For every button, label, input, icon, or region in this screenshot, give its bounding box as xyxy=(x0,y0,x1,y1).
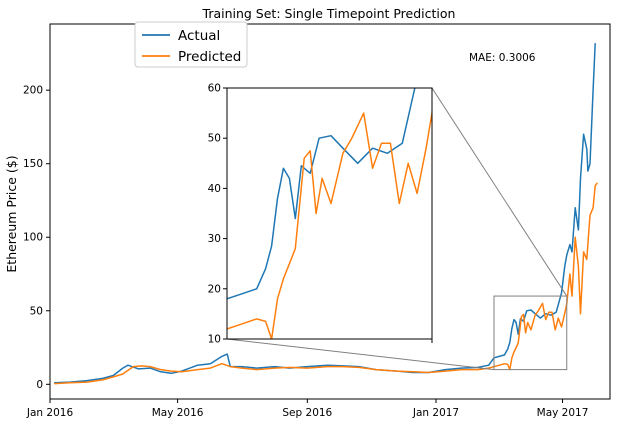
x-tick-label: Jan 2017 xyxy=(412,407,459,419)
x-tick-label: May 2017 xyxy=(537,407,589,419)
x-tick-label: May 2016 xyxy=(152,407,204,419)
mae-annotation: MAE: 0.3006 xyxy=(469,52,536,64)
y-tick-label: 200 xyxy=(23,85,43,97)
zoom-connector-line xyxy=(431,87,568,297)
x-tick-label: Sep 2016 xyxy=(282,407,332,419)
inset-y-tick-label: 30 xyxy=(208,233,221,245)
inset-y-tick-label: 40 xyxy=(208,183,221,195)
inset-series-line-actual xyxy=(227,88,416,301)
inset-plot-area: 10 20 30 40 50 60 xyxy=(208,83,433,346)
inset-y-tick-label: 10 xyxy=(208,334,221,346)
y-tick-label: 0 xyxy=(36,379,43,391)
y-tick-label: 100 xyxy=(23,232,43,244)
inset-y-tick-label: 60 xyxy=(208,83,221,95)
main-axes-frame xyxy=(49,23,611,400)
zoom-connectors xyxy=(226,87,568,371)
zoom-region-box xyxy=(493,295,568,371)
inset-series-line-predicted xyxy=(227,104,432,339)
legend-predicted-label: Predicted xyxy=(178,49,241,65)
inset-axes-frame xyxy=(226,87,433,340)
y-tick-label: 150 xyxy=(23,158,43,170)
y-tick-label: 50 xyxy=(30,305,43,317)
zoom-connector-line xyxy=(226,338,495,371)
inset-y-tick-label: 20 xyxy=(208,283,221,295)
main-plot-area: 0 50 100 150 200 Jan 2016 May 2016 Sep 2016 Jan … xyxy=(23,23,611,419)
legend-actual-label: Actual xyxy=(178,28,220,44)
inset-background xyxy=(227,88,432,339)
legend: Actual Predicted xyxy=(134,21,248,68)
y-axis-label: Ethereum Price ($) xyxy=(4,155,19,272)
x-tick-label: Jan 2016 xyxy=(26,407,74,419)
chart-title: Training Set: Single Timepoint Predictio… xyxy=(202,6,456,21)
inset-y-tick-label: 50 xyxy=(208,133,221,145)
